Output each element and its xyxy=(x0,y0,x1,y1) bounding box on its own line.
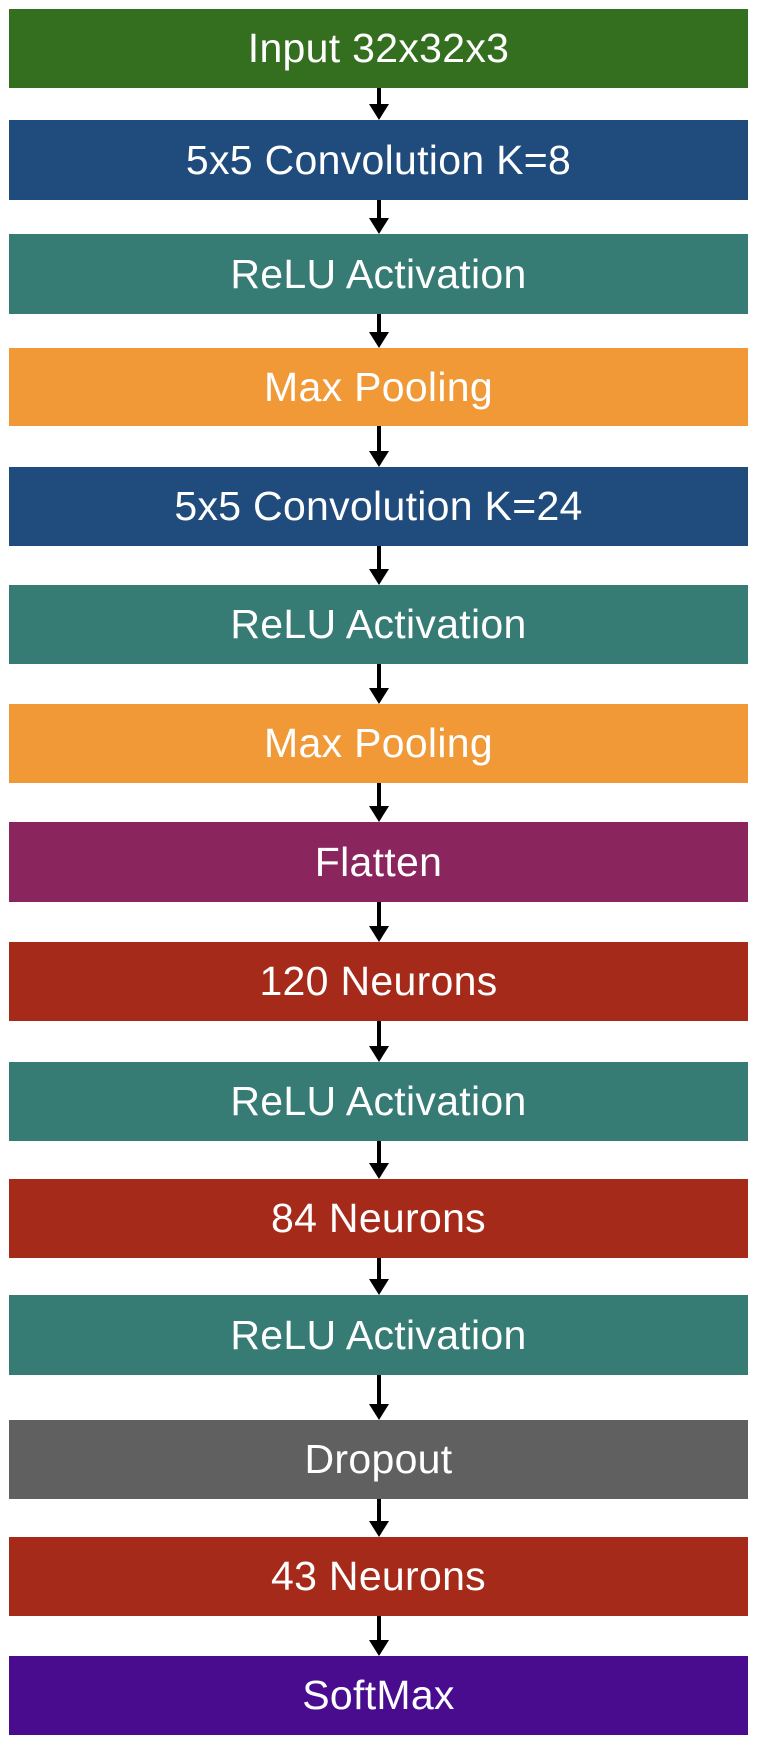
arrow-shaft xyxy=(377,902,381,928)
layer-label: Max Pooling xyxy=(264,720,493,766)
layer-label: Flatten xyxy=(314,838,443,885)
arrow-head-icon xyxy=(369,1521,389,1537)
arrow-head-icon xyxy=(369,1404,389,1420)
layer-label: ReLU Activation xyxy=(230,601,527,647)
flow-arrow xyxy=(369,546,389,585)
arrow-shaft xyxy=(377,783,381,808)
layer-box: Flatten xyxy=(9,822,748,902)
arrow-head-icon xyxy=(369,1046,389,1062)
arrow-shaft xyxy=(377,1616,381,1642)
layer-box: 5x5 Convolution K=24 xyxy=(9,467,748,546)
arrow-head-icon xyxy=(369,451,389,467)
flow-arrow xyxy=(369,1141,389,1179)
arrow-head-icon xyxy=(369,332,389,348)
arrow-head-icon xyxy=(369,1640,389,1656)
layer-box: ReLU Activation xyxy=(9,1062,748,1141)
layer-box: 120 Neurons xyxy=(9,942,748,1021)
arrow-shaft xyxy=(377,200,381,220)
layer-label: 120 Neurons xyxy=(259,958,498,1004)
arrow-head-icon xyxy=(369,1279,389,1295)
layer-label: 5x5 Convolution K=8 xyxy=(185,136,572,183)
flow-arrow xyxy=(369,664,389,704)
layer-label: SoftMax xyxy=(302,1672,455,1718)
layer-box: 84 Neurons xyxy=(9,1179,748,1258)
arrow-shaft xyxy=(377,1141,381,1165)
arrow-shaft xyxy=(377,1258,381,1281)
layer-label: Input 32x32x3 xyxy=(247,25,510,71)
flow-arrow xyxy=(369,200,389,234)
layer-box: ReLU Activation xyxy=(9,585,748,664)
flow-arrow xyxy=(369,426,389,467)
arrow-shaft xyxy=(377,426,381,453)
arrow-shaft xyxy=(377,1021,381,1048)
flow-arrow xyxy=(369,1021,389,1062)
arrow-head-icon xyxy=(369,806,389,822)
layer-label: 84 Neurons xyxy=(271,1195,486,1241)
arrow-head-icon xyxy=(369,104,389,120)
flow-arrow xyxy=(369,1375,389,1420)
layer-box: Max Pooling xyxy=(9,704,748,783)
layer-label: ReLU Activation xyxy=(230,250,527,297)
flow-arrow xyxy=(369,88,389,120)
arrow-head-icon xyxy=(369,218,389,234)
arrow-shaft xyxy=(377,88,381,106)
layer-label: Dropout xyxy=(304,1436,453,1482)
arrow-head-icon xyxy=(369,688,389,704)
layer-box: Input 32x32x3 xyxy=(9,9,748,88)
layer-box: ReLU Activation xyxy=(9,1295,748,1375)
layer-label: Max Pooling xyxy=(264,363,493,410)
flow-arrow xyxy=(369,1499,389,1537)
layer-box: Max Pooling xyxy=(9,348,748,426)
arrow-head-icon xyxy=(369,1163,389,1179)
arrow-shaft xyxy=(377,1375,381,1406)
layer-box: Dropout xyxy=(9,1420,748,1499)
flow-arrow xyxy=(369,1616,389,1656)
flow-arrow xyxy=(369,902,389,942)
layer-box: ReLU Activation xyxy=(9,234,748,314)
layer-label: ReLU Activation xyxy=(230,1311,527,1358)
flow-arrow xyxy=(369,1258,389,1295)
flow-arrow xyxy=(369,783,389,822)
arrow-shaft xyxy=(377,546,381,571)
layer-box: SoftMax xyxy=(9,1656,748,1735)
arrow-shaft xyxy=(377,1499,381,1523)
flow-arrow xyxy=(369,314,389,348)
layer-label: 5x5 Convolution K=24 xyxy=(174,483,583,529)
layer-label: 43 Neurons xyxy=(271,1553,486,1599)
layer-box: 43 Neurons xyxy=(9,1537,748,1616)
arrow-head-icon xyxy=(369,569,389,585)
arrow-shaft xyxy=(377,314,381,334)
arrow-head-icon xyxy=(369,926,389,942)
layer-label: ReLU Activation xyxy=(230,1078,527,1124)
layer-box: 5x5 Convolution K=8 xyxy=(9,120,748,200)
arrow-shaft xyxy=(377,664,381,690)
